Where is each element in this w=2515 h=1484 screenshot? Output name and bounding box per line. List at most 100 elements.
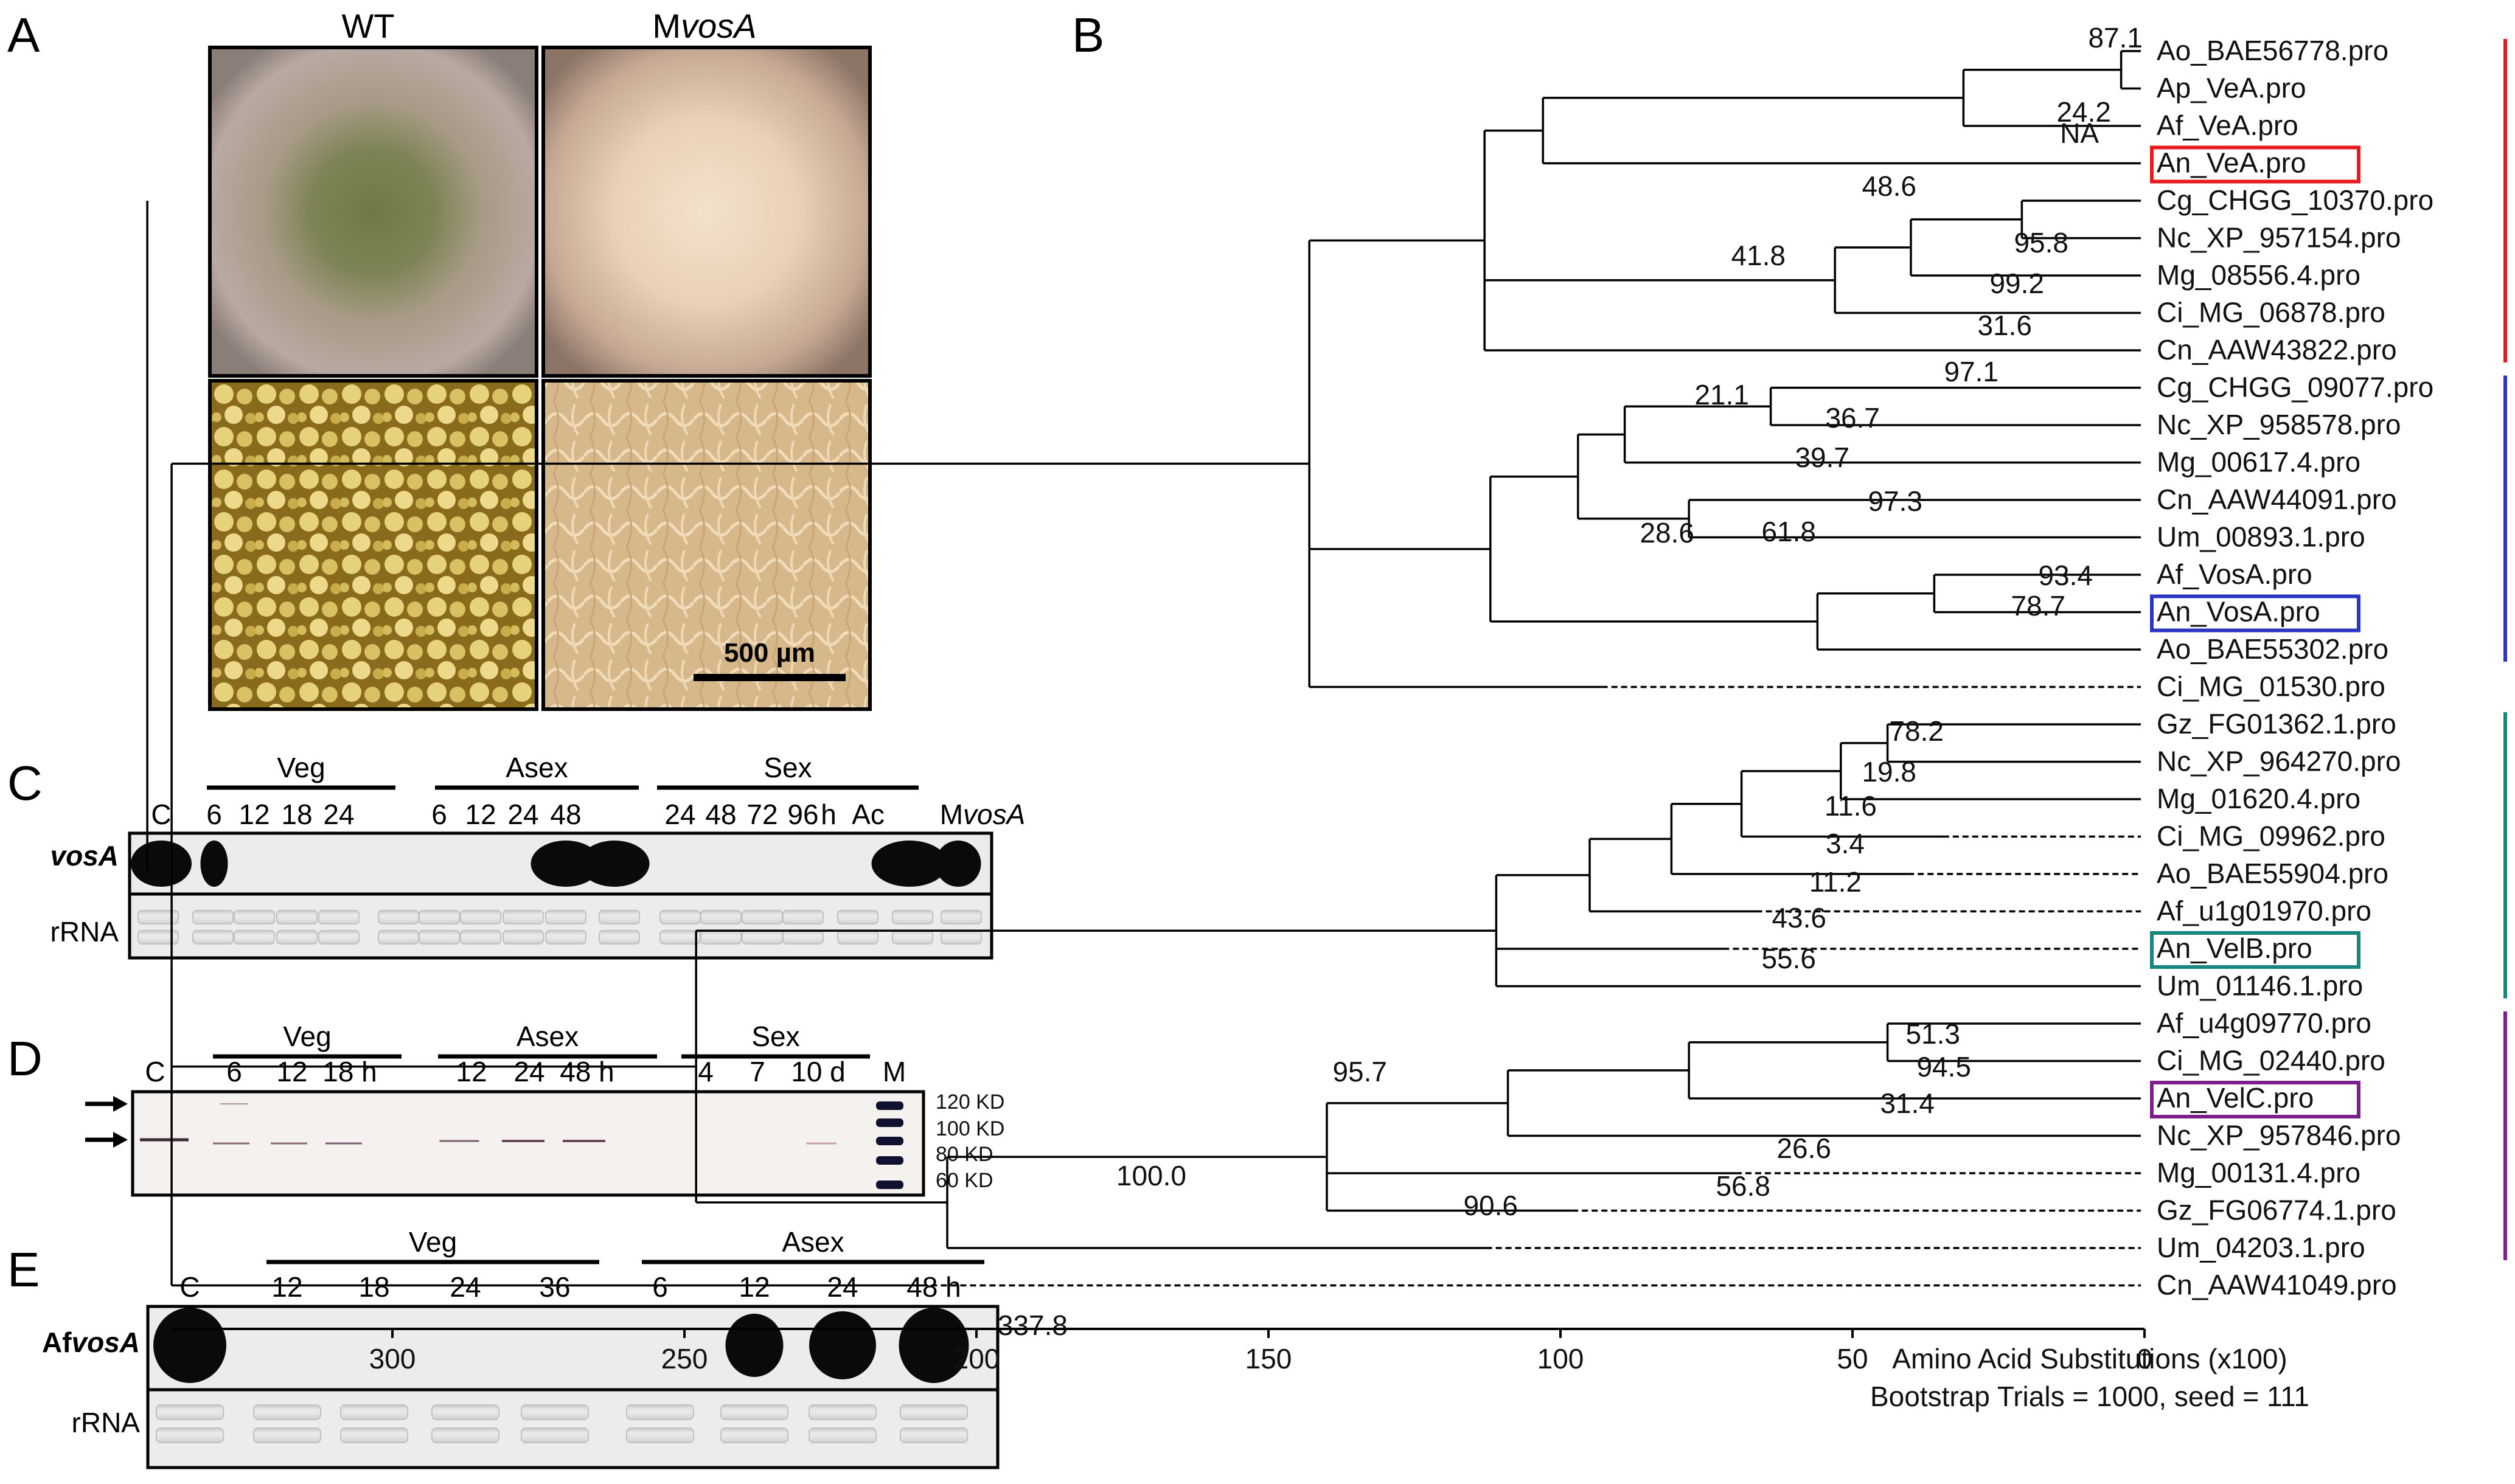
d-protein-band — [325, 1142, 362, 1145]
c-lane-label: 12 — [465, 799, 496, 830]
d-protein-band — [220, 1103, 248, 1104]
e-lane-label: 24 — [450, 1271, 481, 1303]
c-rrna-band — [234, 910, 275, 924]
e-row-afvosa: AfvosA — [42, 1326, 140, 1358]
c-rrna-band — [460, 930, 501, 945]
c-lane-label: 48 — [705, 799, 736, 830]
e-rrna-band — [720, 1427, 788, 1443]
tree-taxon-label: Af_VeA.pro — [2157, 109, 2298, 141]
c-rrna-band — [378, 930, 419, 945]
tree-taxon-label: Cn_AAW44091.pro — [2157, 484, 2397, 515]
d-group-label: Sex — [751, 1021, 799, 1052]
c-group-label: Veg — [277, 752, 325, 783]
tree-bootstrap-label: 95.8 — [2014, 227, 2068, 258]
e-afvosa-band — [809, 1311, 876, 1379]
e-rrna-band — [340, 1427, 408, 1443]
tree-bootstrap-label: 24.2 — [2056, 96, 2111, 128]
d-marker-label: 100 KD — [936, 1117, 1004, 1140]
c-rrna-band — [419, 930, 460, 945]
e-rrna-band — [521, 1427, 589, 1443]
d-group-label: Veg — [283, 1021, 331, 1052]
c-lane-label: 72 — [746, 799, 777, 830]
tree-taxon-label: An_VelB.pro — [2157, 932, 2312, 964]
e-afvosa-band — [153, 1308, 226, 1383]
c-lane-label: 96 — [787, 799, 818, 830]
tree-bootstrap-label: 19.8 — [1862, 756, 1916, 788]
c-lane-control: C — [151, 799, 171, 830]
d-protein-band — [213, 1142, 249, 1145]
tree-axis-label: Amino Acid Substitutions (x100) — [1892, 1343, 2287, 1375]
c-vosa-band — [935, 841, 981, 887]
phylogenetic-tree — [146, 50, 2141, 1287]
c-vosa-band — [200, 841, 228, 887]
c-rrna-band — [378, 910, 419, 924]
d-lane-label: 48 h — [560, 1056, 614, 1087]
e-rrna-band — [431, 1427, 499, 1443]
c-rrna-band — [892, 930, 933, 945]
c-rrna-band — [545, 930, 586, 945]
tree-highlight-box — [2150, 145, 2360, 184]
tree-axis-tick-label: 250 — [661, 1343, 708, 1375]
e-lane-label: 12 — [739, 1271, 770, 1303]
tree-bootstrap-label: 78.7 — [2011, 590, 2065, 622]
e-rrna-band — [253, 1404, 321, 1420]
d-group-label: Asex — [517, 1021, 579, 1052]
d-lane-control: C — [145, 1056, 165, 1087]
scale-bar — [694, 674, 846, 681]
d-lane-label: 7 — [750, 1056, 765, 1087]
c-lane-label: h — [821, 799, 837, 830]
c-rrna-band — [318, 910, 360, 924]
e-afvosa-band — [899, 1308, 969, 1383]
tree-taxon-label: Ao_BAE55904.pro — [2157, 858, 2388, 889]
c-vosa-band — [530, 841, 601, 887]
tree-bootstrap-label: 61.8 — [1761, 516, 1816, 547]
c-row-rrna: rRNA — [50, 916, 119, 948]
c-rrna-band — [742, 910, 783, 924]
c-rrna-band — [892, 910, 933, 924]
e-rrna-band — [156, 1427, 224, 1443]
d-lane-label: M — [883, 1056, 906, 1087]
e-rrna-band — [900, 1427, 968, 1443]
tree-bootstrap-label: 87.1 — [2088, 22, 2143, 54]
panel-label-a: A — [7, 8, 40, 62]
d-marker-band — [876, 1156, 903, 1165]
c-rrna-band — [318, 930, 360, 945]
c-row-vosa: vosA — [50, 840, 119, 872]
scale-bar-label: 500 µm — [724, 638, 815, 668]
tree-axis-tick-label: 50 — [1837, 1343, 1868, 1375]
c-lane-label: Ac — [852, 799, 885, 830]
tree-bootstrap-label: 21.1 — [1694, 379, 1749, 411]
tree-axis-tick-label: 300 — [369, 1343, 416, 1375]
c-rrna-band — [276, 910, 318, 924]
tree-taxon-label: Nc_XP_964270.pro — [2157, 746, 2401, 777]
tree-taxon-label: Mg_00617.4.pro — [2157, 446, 2360, 478]
tree-bootstrap-label: 55.6 — [1761, 943, 1816, 974]
tree-bootstrap-label: 11.2 — [1809, 866, 1862, 898]
c-group-label: Asex — [506, 752, 568, 783]
e-rrna-band — [809, 1404, 877, 1420]
tree-taxon-label: Gz_FG01362.1.pro — [2157, 708, 2396, 740]
d-lane-label: 10 d — [791, 1056, 846, 1087]
tree-taxon-label: An_VelC.pro — [2157, 1082, 2314, 1114]
tree-taxon-label: Um_00893.1.pro — [2157, 521, 2365, 553]
c-rrna-band — [599, 930, 640, 945]
e-lane-label: 48 h — [906, 1271, 961, 1303]
c-rrna-band — [137, 910, 179, 924]
e-lane-label: 12 — [271, 1271, 302, 1303]
tree-highlight-box — [2150, 931, 2360, 969]
e-lane-label: 6 — [652, 1271, 668, 1303]
tree-taxon-label: An_VeA.pro — [2157, 147, 2306, 179]
c-lane-label: 6 — [431, 799, 447, 830]
panel-label-b: B — [1072, 8, 1104, 62]
tree-taxon-label: Ap_VeA.pro — [2157, 72, 2306, 104]
c-lane-label: 6 — [206, 799, 222, 830]
tree-taxon-label: Cg_CHGG_09077.pro — [2157, 372, 2433, 403]
photo-mvosa-closeup — [541, 379, 872, 711]
tree-taxon-label: Ci_MG_01530.pro — [2157, 671, 2385, 702]
e-rrna-band — [720, 1404, 788, 1420]
tree-taxon-label: Mg_08556.4.pro — [2157, 259, 2360, 291]
c-rrna-band — [837, 930, 878, 945]
tree-taxon-label: An_VosA.pro — [2157, 596, 2320, 628]
tree-taxon-label: Um_04203.1.pro — [2157, 1232, 2365, 1263]
c-rrna-band — [419, 910, 460, 924]
